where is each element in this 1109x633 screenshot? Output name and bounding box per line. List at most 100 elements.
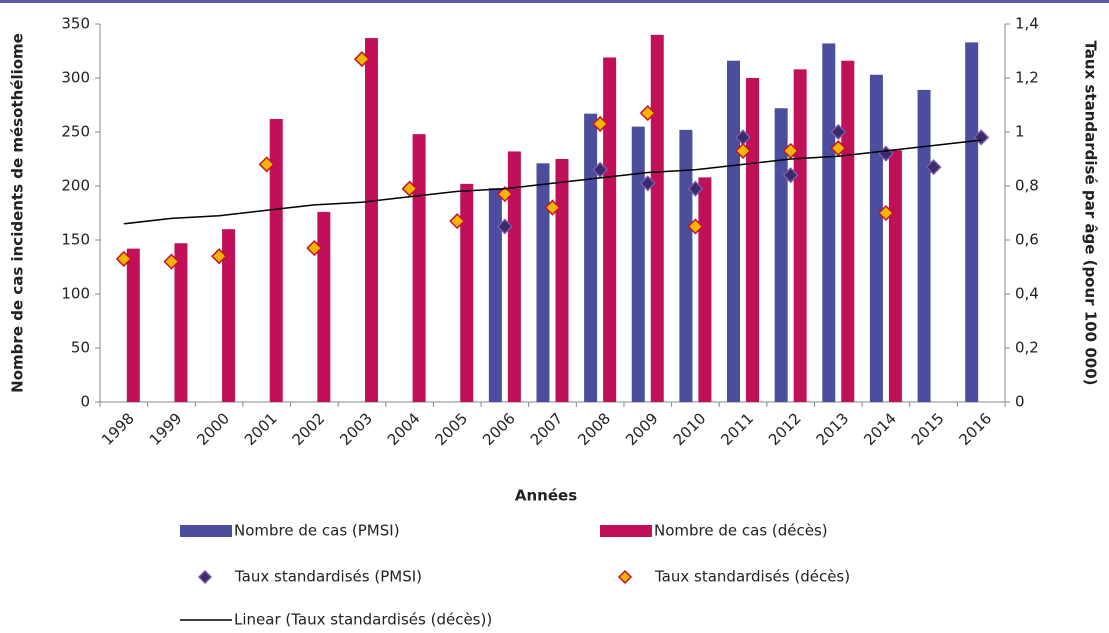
top-rule: [0, 0, 1109, 3]
bar: [222, 229, 236, 402]
marker: [306, 240, 323, 257]
x-tick-label: 2008: [574, 409, 614, 449]
y-tick-label: 200: [61, 177, 90, 195]
x-tick-label: 2013: [813, 409, 853, 449]
bar: [965, 42, 979, 403]
x-tick-label: 2010: [670, 409, 710, 449]
y2-tick-label: 1: [1015, 123, 1025, 141]
y-tick-label: 0: [80, 393, 90, 411]
bar: [488, 188, 502, 402]
marker: [353, 51, 371, 68]
marker: [687, 180, 704, 197]
y-axis-title: Nombre de cas incidents de mésothéliome: [9, 33, 27, 393]
x-tick-label: 2016: [955, 409, 995, 449]
x-tick-label: 2001: [241, 409, 281, 449]
bar: [507, 151, 521, 402]
trend-line: [123, 139, 982, 225]
marker: [496, 186, 513, 203]
y2-tick-label: 1,2: [1015, 69, 1039, 87]
bar: [774, 108, 788, 403]
x-tick-label: 2000: [193, 409, 233, 449]
bar: [536, 163, 550, 402]
marker: [830, 140, 847, 157]
marker: [734, 142, 752, 159]
bar: [822, 43, 836, 402]
y2-tick-label: 0,2: [1015, 339, 1039, 357]
x-tick-label: 2006: [479, 409, 519, 449]
x-tick-label: 2011: [717, 409, 757, 449]
marker: [782, 142, 799, 159]
bar: [698, 177, 712, 402]
marker: [782, 167, 799, 184]
y2-tick-label: 1,4: [1015, 15, 1039, 33]
y-tick-label: 250: [61, 123, 90, 141]
x-tick-label: 2009: [622, 409, 662, 449]
marker: [639, 175, 656, 192]
bar: [555, 159, 569, 402]
bar: [869, 74, 883, 402]
marker: [687, 218, 704, 235]
bar: [269, 119, 283, 402]
legend-swatch: [197, 569, 213, 585]
x-tick-label: 2015: [908, 409, 948, 449]
bar: [174, 243, 188, 402]
legend-label: Taux standardisés (PMSI): [234, 568, 422, 586]
bar: [679, 129, 693, 402]
bar: [888, 150, 902, 402]
bar: [603, 57, 617, 402]
y-tick-label: 100: [61, 285, 90, 303]
legend-label: Linear (Taux standardisés (décès)): [234, 611, 492, 629]
x-tick-label: 1999: [146, 409, 186, 449]
bar: [126, 248, 140, 402]
x-tick-label: 2012: [765, 409, 805, 449]
bar: [917, 89, 931, 402]
y-tick-label: 350: [61, 15, 90, 33]
x-tick-label: 2005: [432, 409, 472, 449]
y2-tick-label: 0,6: [1015, 231, 1039, 249]
y2-axis-title: Taux standardisé par âge (pour 100 000): [1082, 41, 1100, 386]
bar: [412, 134, 426, 402]
bar: [631, 126, 645, 402]
x-tick-label: 2004: [384, 409, 424, 449]
x-tick-label: 2003: [336, 409, 376, 449]
marker: [449, 213, 466, 230]
bar: [317, 211, 331, 402]
y2-tick-label: 0,4: [1015, 285, 1039, 303]
marker: [877, 204, 894, 222]
x-tick-label: 2014: [860, 409, 900, 449]
y-tick-label: 300: [61, 69, 90, 87]
x-tick-label: 1998: [98, 409, 138, 449]
y2-tick-label: 0,8: [1015, 177, 1039, 195]
bar: [793, 69, 807, 403]
legend-swatch: [617, 569, 633, 585]
bar: [746, 78, 760, 402]
marker: [973, 129, 990, 146]
marker: [592, 115, 609, 132]
marker: [115, 250, 132, 267]
bar: [650, 34, 664, 403]
y-tick-label: 150: [61, 231, 90, 249]
x-tick-label: 2002: [289, 409, 329, 449]
x-tick-label: 2007: [527, 409, 567, 449]
marker: [639, 105, 656, 122]
legend-label: Nombre de cas (PMSI): [234, 522, 400, 540]
marker: [211, 248, 228, 265]
bar: [841, 60, 855, 402]
marker: [592, 161, 609, 178]
y2-tick-label: 0: [1015, 393, 1025, 411]
y-tick-label: 50: [71, 339, 90, 357]
marker: [830, 123, 847, 141]
bar: [364, 38, 378, 402]
legend-swatch: [180, 525, 232, 537]
marker: [258, 156, 275, 173]
x-axis-title: Années: [515, 487, 577, 505]
marker: [544, 199, 561, 216]
legend-label: Taux standardisés (décès): [654, 568, 850, 586]
bar: [460, 183, 474, 402]
legend-swatch: [600, 525, 652, 537]
marker: [163, 253, 180, 270]
marker: [401, 180, 418, 197]
marker: [496, 218, 513, 235]
marker: [925, 159, 942, 176]
